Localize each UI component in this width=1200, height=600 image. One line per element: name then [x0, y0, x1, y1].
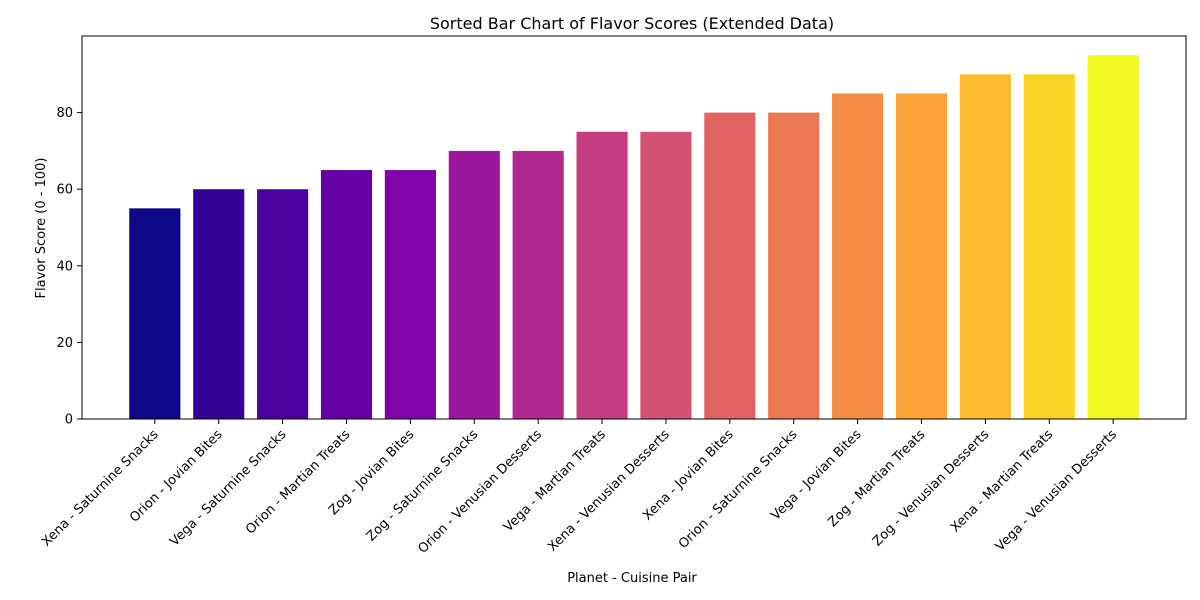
bars-group	[129, 55, 1139, 420]
bar-9	[640, 131, 692, 419]
x-tick-label-6: Zog - Saturnine Snacks	[364, 427, 481, 544]
x-tick-label-14: Zog - Venusian Desserts	[870, 427, 992, 549]
x-axis-label: Planet - Cuisine Pair	[567, 571, 697, 586]
bar-13	[895, 93, 948, 419]
bar-14	[959, 74, 1011, 420]
plot-frame	[81, 35, 1187, 420]
x-tick-label-3: Vega - Saturnine Snacks	[167, 427, 289, 549]
bar-16	[1087, 55, 1139, 420]
x-tick-label-1: Xena - Saturnine Snacks	[39, 427, 162, 550]
bar-1	[129, 208, 181, 419]
bar-4	[320, 170, 373, 419]
x-tick-label-7: Orion - Venusian Desserts	[415, 427, 545, 557]
x-tick-label-4: Orion - Martian Treats	[243, 427, 353, 537]
bar-10	[704, 112, 756, 419]
y-tick-label-80: 80	[56, 106, 73, 121]
bar-8	[576, 131, 628, 419]
x-tick-label-16: Vega - Venusian Desserts	[993, 427, 1120, 554]
y-tick-label-40: 40	[56, 259, 73, 274]
x-tick-label-9: Xena - Venusian Desserts	[545, 427, 673, 555]
bar-3	[257, 189, 309, 419]
chart-title: Sorted Bar Chart of Flavor Scores (Exten…	[430, 14, 834, 33]
y-axis-ticks: 0 20 40 60 80	[56, 106, 82, 428]
y-tick-label-0: 0	[65, 413, 73, 428]
y-tick-label-60: 60	[56, 183, 73, 198]
bar-6	[448, 150, 500, 419]
bar-5	[384, 170, 436, 419]
y-tick-label-20: 20	[56, 336, 73, 351]
bar-7	[512, 150, 564, 419]
bar-15	[1023, 74, 1075, 420]
y-axis-label: Flavor Score (0 - 100)	[34, 158, 49, 299]
bar-11	[768, 112, 820, 419]
x-tick-label-11: Orion - Saturnine Snacks	[676, 427, 801, 552]
bar-12	[832, 93, 884, 419]
bar-2	[193, 189, 245, 419]
